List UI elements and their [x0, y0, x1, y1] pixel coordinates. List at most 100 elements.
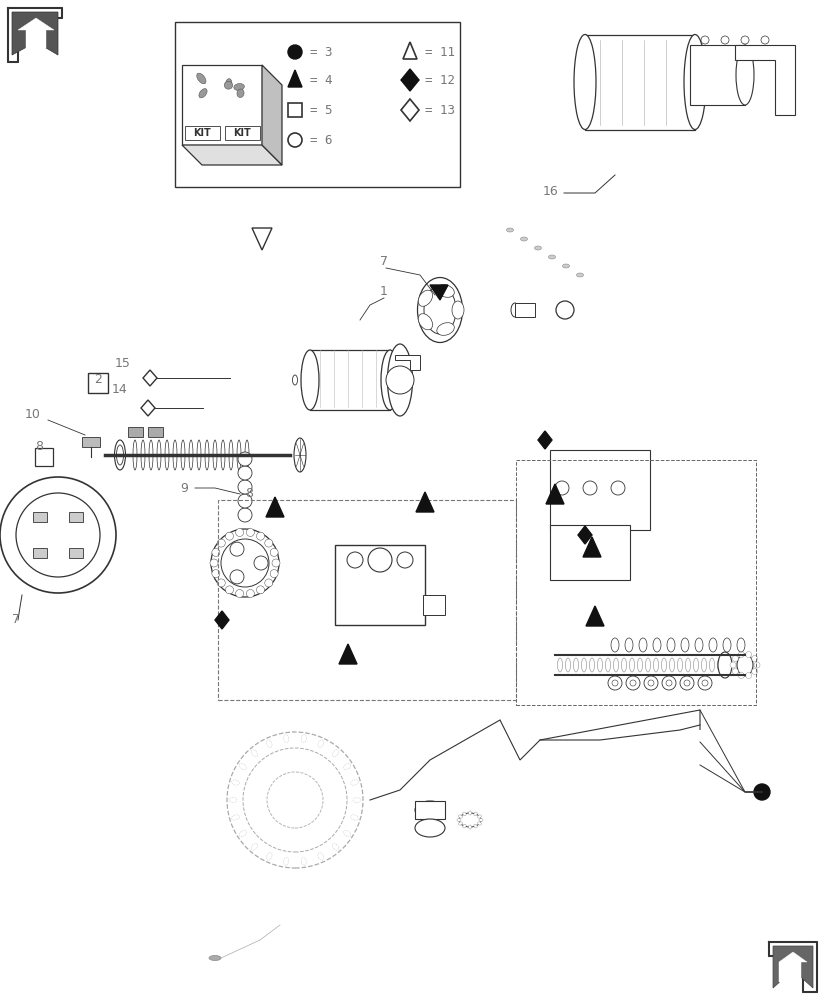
- Polygon shape: [143, 370, 157, 386]
- Circle shape: [288, 133, 302, 147]
- Ellipse shape: [459, 813, 481, 827]
- Ellipse shape: [344, 831, 351, 837]
- Ellipse shape: [606, 658, 611, 672]
- Ellipse shape: [709, 658, 714, 672]
- Ellipse shape: [116, 445, 124, 465]
- Ellipse shape: [463, 812, 466, 816]
- Ellipse shape: [737, 654, 753, 676]
- Circle shape: [733, 668, 738, 674]
- Ellipse shape: [597, 658, 602, 672]
- Circle shape: [555, 481, 569, 495]
- Bar: [335, 545, 425, 625]
- Ellipse shape: [424, 286, 456, 334]
- Circle shape: [265, 579, 273, 587]
- Ellipse shape: [701, 658, 706, 672]
- Circle shape: [684, 680, 690, 686]
- Polygon shape: [538, 431, 552, 449]
- Bar: [585, 35, 695, 130]
- Ellipse shape: [645, 658, 650, 672]
- Circle shape: [226, 586, 233, 594]
- Text: 16: 16: [543, 185, 559, 198]
- Polygon shape: [586, 606, 604, 626]
- Polygon shape: [339, 644, 357, 664]
- Ellipse shape: [725, 658, 731, 672]
- Circle shape: [212, 548, 220, 556]
- Ellipse shape: [469, 825, 471, 829]
- Circle shape: [238, 508, 252, 522]
- Text: = 4: = 4: [310, 74, 333, 87]
- Circle shape: [751, 656, 758, 662]
- Circle shape: [272, 559, 280, 567]
- Polygon shape: [141, 400, 155, 416]
- Polygon shape: [182, 65, 262, 145]
- Text: 10: 10: [25, 408, 41, 421]
- Ellipse shape: [589, 658, 594, 672]
- Ellipse shape: [133, 440, 137, 470]
- Circle shape: [662, 676, 676, 690]
- Ellipse shape: [474, 812, 477, 816]
- Circle shape: [583, 481, 597, 495]
- Ellipse shape: [232, 780, 240, 785]
- Text: KIT: KIT: [193, 128, 211, 138]
- Bar: [33, 512, 47, 522]
- Ellipse shape: [165, 440, 169, 470]
- Bar: [33, 548, 47, 558]
- Circle shape: [754, 784, 770, 800]
- Bar: [82, 437, 100, 447]
- Circle shape: [741, 36, 749, 44]
- Polygon shape: [262, 65, 282, 165]
- Bar: [185, 126, 220, 140]
- Ellipse shape: [302, 857, 307, 865]
- Ellipse shape: [199, 89, 207, 98]
- Ellipse shape: [141, 440, 145, 470]
- Circle shape: [611, 481, 625, 495]
- Ellipse shape: [653, 638, 661, 652]
- Ellipse shape: [437, 285, 454, 297]
- Ellipse shape: [197, 73, 206, 84]
- Ellipse shape: [353, 798, 361, 802]
- Ellipse shape: [577, 273, 583, 277]
- Ellipse shape: [332, 750, 339, 757]
- Bar: [35, 448, 53, 466]
- Ellipse shape: [479, 818, 483, 822]
- Text: 14: 14: [112, 383, 128, 396]
- Bar: [128, 427, 143, 437]
- Ellipse shape: [459, 822, 462, 825]
- Ellipse shape: [625, 638, 633, 652]
- Circle shape: [721, 36, 729, 44]
- Circle shape: [746, 652, 751, 658]
- Ellipse shape: [266, 740, 272, 747]
- Circle shape: [267, 772, 323, 828]
- Ellipse shape: [302, 735, 307, 743]
- Ellipse shape: [459, 815, 462, 818]
- Ellipse shape: [350, 780, 358, 785]
- Ellipse shape: [226, 79, 232, 88]
- Ellipse shape: [681, 638, 689, 652]
- Ellipse shape: [437, 323, 454, 335]
- Ellipse shape: [301, 350, 319, 410]
- Bar: [415, 801, 445, 819]
- Ellipse shape: [415, 819, 445, 837]
- Ellipse shape: [558, 658, 563, 672]
- Ellipse shape: [478, 822, 481, 825]
- Circle shape: [254, 556, 268, 570]
- Bar: [225, 126, 260, 140]
- Polygon shape: [735, 45, 795, 115]
- Ellipse shape: [245, 440, 249, 470]
- Bar: [310, 350, 390, 410]
- Circle shape: [246, 528, 255, 536]
- Circle shape: [644, 676, 658, 690]
- Ellipse shape: [239, 831, 246, 837]
- Circle shape: [227, 732, 363, 868]
- Ellipse shape: [653, 658, 658, 672]
- Ellipse shape: [419, 290, 433, 306]
- Ellipse shape: [197, 440, 201, 470]
- Polygon shape: [578, 526, 592, 544]
- Circle shape: [730, 662, 736, 668]
- Ellipse shape: [463, 824, 466, 828]
- Circle shape: [698, 676, 712, 690]
- Circle shape: [270, 548, 279, 556]
- Text: = 12: = 12: [425, 74, 455, 87]
- Ellipse shape: [232, 815, 240, 820]
- Ellipse shape: [381, 350, 399, 410]
